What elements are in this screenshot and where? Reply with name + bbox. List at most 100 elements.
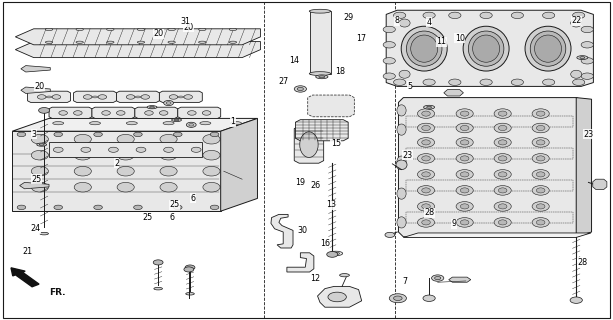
Ellipse shape [74,182,91,192]
Ellipse shape [456,218,473,227]
Ellipse shape [456,138,473,147]
Circle shape [581,73,593,79]
Ellipse shape [460,111,469,116]
Ellipse shape [186,292,194,295]
Ellipse shape [498,156,507,161]
Circle shape [581,26,593,33]
Circle shape [328,292,346,302]
Ellipse shape [31,134,48,144]
Circle shape [81,147,91,152]
Ellipse shape [532,202,549,211]
Ellipse shape [460,204,469,209]
Circle shape [383,73,395,79]
Text: 9: 9 [451,220,456,228]
Text: 24: 24 [31,224,40,233]
Ellipse shape [150,106,154,108]
Ellipse shape [203,150,220,160]
Ellipse shape [200,122,211,125]
Ellipse shape [203,134,220,144]
Text: 25: 25 [170,200,180,209]
Ellipse shape [532,138,549,147]
Polygon shape [15,29,261,45]
Ellipse shape [456,186,473,195]
Ellipse shape [74,166,91,176]
Ellipse shape [536,188,545,193]
Ellipse shape [422,220,430,225]
Circle shape [98,95,107,99]
Text: 11: 11 [436,37,446,46]
Text: 27: 27 [278,77,288,86]
Circle shape [383,58,395,64]
Ellipse shape [536,204,545,209]
Ellipse shape [530,31,566,66]
Circle shape [74,111,82,115]
Ellipse shape [172,118,181,122]
Circle shape [17,205,26,210]
Polygon shape [49,142,202,157]
Ellipse shape [424,105,435,109]
Circle shape [189,124,194,126]
Circle shape [52,95,61,99]
Ellipse shape [427,106,432,108]
Ellipse shape [494,109,511,118]
Polygon shape [295,120,348,141]
Text: 26: 26 [311,181,321,190]
Text: 16: 16 [320,239,330,248]
Text: 7: 7 [402,277,407,286]
Ellipse shape [460,140,469,145]
Text: 1: 1 [230,117,235,126]
Ellipse shape [230,122,242,125]
Ellipse shape [536,220,545,225]
Ellipse shape [92,96,98,98]
Circle shape [383,26,395,33]
Polygon shape [12,131,221,211]
Text: 10: 10 [455,34,465,43]
Circle shape [166,102,171,104]
Circle shape [153,260,163,265]
Ellipse shape [422,204,430,209]
Polygon shape [178,107,221,118]
Ellipse shape [160,150,177,160]
Ellipse shape [532,154,549,163]
Ellipse shape [498,188,507,193]
Ellipse shape [532,170,549,179]
Ellipse shape [329,251,343,256]
Ellipse shape [40,232,48,235]
Ellipse shape [422,125,430,131]
Polygon shape [21,66,50,72]
Polygon shape [593,179,607,189]
Circle shape [511,79,524,85]
Ellipse shape [46,96,52,98]
Ellipse shape [494,138,511,147]
Ellipse shape [417,154,435,163]
Ellipse shape [536,111,545,116]
Circle shape [173,205,182,210]
Ellipse shape [309,9,331,13]
Text: 21: 21 [23,247,32,256]
Circle shape [134,132,142,137]
Ellipse shape [494,170,511,179]
Ellipse shape [203,182,220,192]
Ellipse shape [229,28,237,30]
Ellipse shape [417,138,435,147]
Polygon shape [444,90,463,96]
Ellipse shape [76,28,83,30]
Ellipse shape [494,154,511,163]
Ellipse shape [422,156,430,161]
Ellipse shape [397,105,406,116]
Ellipse shape [163,122,174,125]
Ellipse shape [422,172,430,177]
Polygon shape [386,10,593,86]
Ellipse shape [498,204,507,209]
Polygon shape [308,95,354,117]
Circle shape [184,267,194,272]
Ellipse shape [45,41,53,43]
Text: FR.: FR. [49,288,66,297]
Text: 18: 18 [335,68,345,76]
Ellipse shape [498,140,507,145]
Circle shape [327,252,338,257]
Ellipse shape [498,125,507,131]
Ellipse shape [178,96,184,98]
Ellipse shape [397,188,406,199]
Ellipse shape [460,188,469,193]
